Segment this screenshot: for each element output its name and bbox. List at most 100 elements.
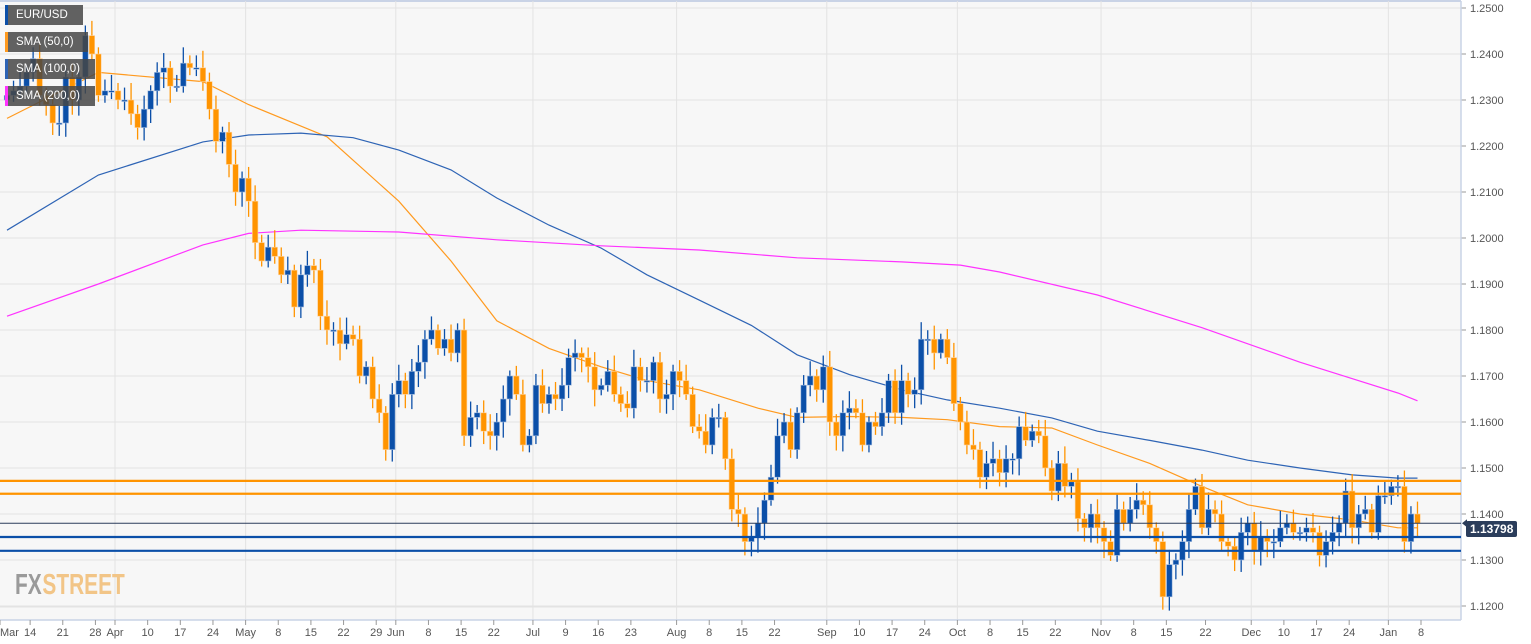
x-tick-label: 15: [736, 627, 748, 639]
legend-symbol-label: EUR/USD: [16, 9, 68, 21]
x-tick-label: 14: [24, 627, 36, 639]
candle: [813, 369, 820, 402]
candle: [572, 339, 579, 372]
candle-body: [774, 435, 781, 478]
x-tick-label: 8: [1131, 627, 1137, 639]
x-tick-label: 10: [853, 627, 865, 639]
candle: [1100, 521, 1108, 559]
x-tick-label: 17: [1310, 627, 1322, 639]
candle-body: [1016, 426, 1023, 460]
candle: [1172, 553, 1179, 580]
candle: [363, 361, 370, 385]
candle-body: [519, 394, 526, 446]
candle: [160, 53, 167, 89]
candle-body: [56, 122, 63, 125]
candle-body: [754, 522, 762, 538]
candle: [624, 391, 631, 418]
x-tick-label: 9: [563, 627, 569, 639]
candle: [539, 369, 546, 413]
candle-body: [141, 108, 148, 128]
candle: [343, 317, 350, 350]
candle-body: [696, 426, 703, 432]
legend-sma100-label: SMA (100,0): [16, 63, 80, 75]
candle: [356, 325, 363, 384]
x-tick-label: 22: [768, 627, 780, 639]
candle: [715, 403, 722, 428]
candle: [193, 55, 200, 77]
candle: [480, 400, 487, 445]
candle-body: [565, 357, 572, 386]
candle: [1140, 491, 1147, 515]
candle-body: [95, 53, 102, 96]
candle: [252, 185, 259, 260]
candle: [206, 72, 213, 120]
candle-body: [389, 394, 396, 450]
candle-body: [232, 164, 239, 193]
candle-body: [983, 463, 990, 478]
candle-body: [767, 476, 775, 501]
candle: [304, 250, 311, 287]
candle-body: [291, 269, 298, 308]
candle-body: [1231, 545, 1238, 561]
candle: [859, 399, 866, 452]
legend-sma100[interactable]: SMA (100,0): [5, 59, 95, 79]
candle: [369, 356, 376, 409]
y-tick-label: 1.2100: [1470, 187, 1504, 199]
candle: [121, 87, 128, 111]
candle-body: [245, 177, 252, 202]
candle: [467, 401, 474, 447]
candle-body: [963, 421, 971, 446]
y-tick-label: 1.1300: [1470, 555, 1504, 567]
candle: [878, 398, 886, 436]
candle-body: [252, 200, 259, 243]
candle-body: [944, 338, 951, 358]
candle: [774, 418, 781, 484]
candle: [1381, 480, 1388, 504]
sma50-color-swatch: [5, 32, 8, 52]
candle-body: [676, 371, 683, 381]
candle-body: [212, 108, 220, 142]
candle: [1029, 424, 1036, 447]
legend-sma50[interactable]: SMA (50,0): [5, 32, 88, 52]
legend-symbol[interactable]: EUR/USD: [5, 5, 83, 25]
x-tick-label: 8: [987, 627, 993, 639]
last-price-pointer: [1462, 519, 1467, 528]
candle: [186, 55, 193, 76]
y-tick-label: 1.1700: [1470, 371, 1504, 383]
candle: [291, 264, 298, 318]
candle: [421, 330, 429, 379]
y-tick-label: 1.1600: [1470, 417, 1504, 429]
legend-sma200[interactable]: SMA (200,0): [5, 86, 95, 106]
candle: [585, 347, 592, 383]
candle-body: [1087, 513, 1095, 529]
candle: [983, 450, 990, 490]
candle-body: [1029, 430, 1036, 441]
candle-body: [447, 338, 455, 354]
candle-body: [415, 361, 422, 372]
candle-body: [800, 384, 807, 414]
candle: [349, 325, 357, 346]
candle: [780, 413, 788, 444]
candle: [728, 448, 735, 522]
candle: [526, 429, 533, 453]
candle-body: [258, 242, 265, 262]
candle-body: [1068, 481, 1075, 487]
candle: [474, 404, 481, 430]
x-tick-label: 22: [1049, 627, 1061, 639]
candle: [1192, 478, 1199, 515]
candle-body: [617, 394, 624, 404]
candle: [911, 377, 918, 409]
candle-body: [180, 62, 187, 87]
candle-body: [265, 246, 272, 262]
candle: [735, 494, 742, 527]
candle: [271, 230, 278, 264]
candle: [552, 381, 559, 411]
x-tick-label: 8: [1418, 627, 1424, 639]
candle: [545, 386, 553, 414]
candle-body: [526, 435, 533, 446]
candle: [617, 386, 624, 412]
candle: [500, 385, 507, 438]
candle-body: [225, 131, 233, 165]
y-tick-label: 1.2500: [1470, 3, 1504, 15]
